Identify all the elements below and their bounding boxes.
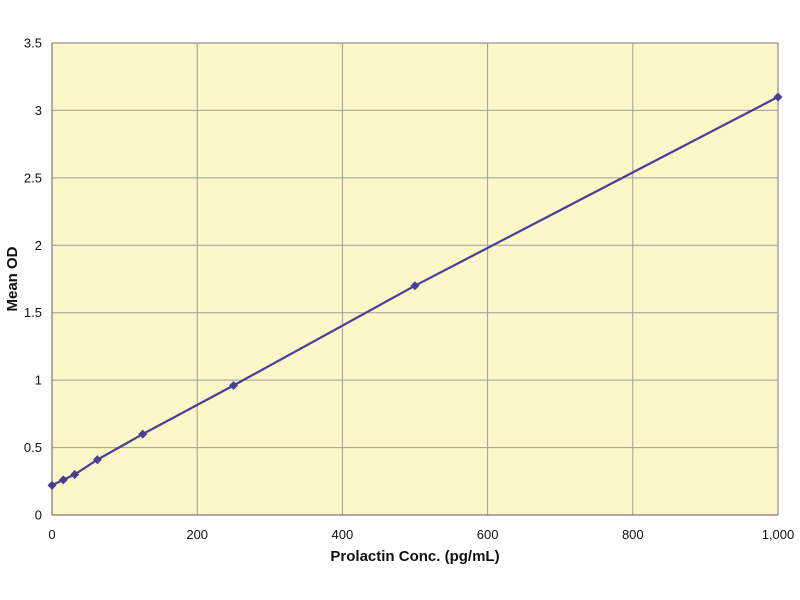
x-tick-label: 0 (48, 527, 55, 542)
x-tick-label: 400 (332, 527, 354, 542)
y-axis-ticks: 0 0.5 1 1.5 2 2.5 3 3.5 (24, 36, 42, 523)
y-axis-title: Mean OD (4, 246, 21, 311)
data-point-marker (229, 381, 238, 391)
y-tick-label: 2.5 (24, 170, 42, 185)
data-point-marker (47, 480, 57, 490)
data-point-marker (70, 470, 80, 480)
y-tick-label: 1.5 (24, 305, 42, 320)
data-point-marker (58, 475, 68, 485)
y-tick-label: 1 (35, 373, 42, 388)
data-point-marker (410, 281, 420, 291)
data-point-marker (138, 429, 148, 439)
data-point-marker (773, 92, 783, 102)
y-tick-label: 0.5 (24, 440, 42, 455)
y-tick-label: 0 (35, 508, 42, 523)
x-axis-ticks: 0 200 400 600 800 1,000 (48, 527, 794, 542)
y-tick-label: 3 (35, 103, 42, 118)
y-tick-label: 2 (35, 238, 42, 253)
series-group (47, 92, 783, 490)
data-point-marker (92, 455, 102, 465)
x-tick-label: 1,000 (762, 527, 795, 542)
x-axis-title: Prolactin Conc. (pg/mL) (330, 548, 499, 565)
gridlines (51, 43, 778, 516)
x-tick-label: 600 (477, 527, 499, 542)
plot-area (51, 42, 779, 516)
y-tick-label: 3.5 (24, 36, 42, 51)
x-tick-label: 200 (186, 527, 208, 542)
x-tick-label: 800 (622, 527, 644, 542)
